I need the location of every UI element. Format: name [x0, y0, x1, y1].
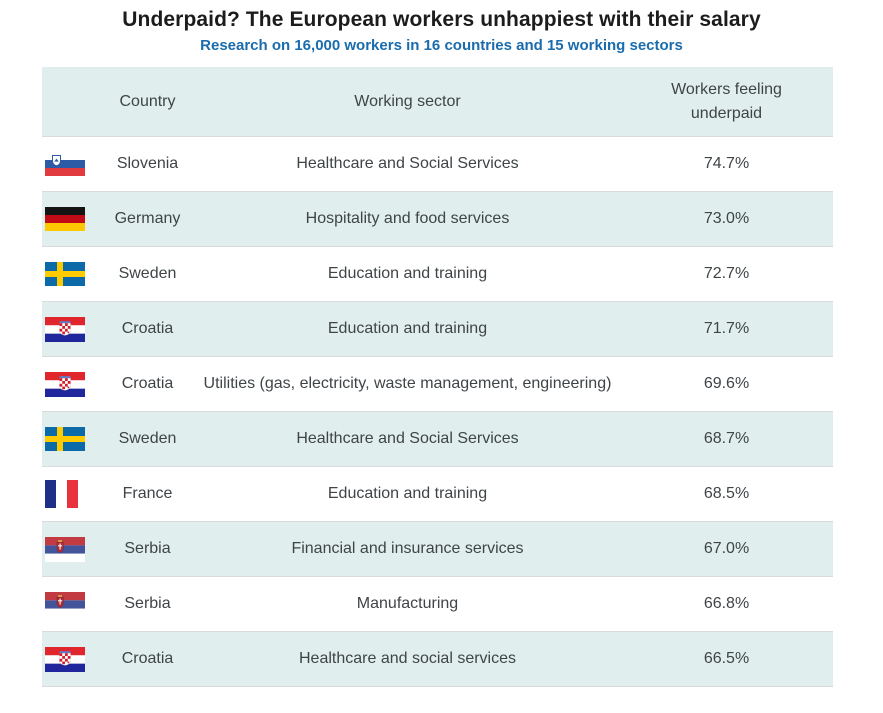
croatia-flag-icon [42, 316, 100, 342]
country-cell: Croatia [121, 375, 174, 392]
table-body: Slovenia Healthcare and Social Services 74… [42, 137, 833, 687]
sweden-flag-icon [42, 262, 100, 286]
table-row: Serbia Manufacturing 66.8% [42, 577, 833, 632]
percent-cell: 66.8% [703, 595, 750, 612]
underpaid-table: Country Working sector Workers feeling u… [42, 67, 833, 687]
country-cell: Sweden [118, 265, 177, 282]
working-sector-cell: Healthcare and Social Services [296, 155, 519, 172]
country-cell: Germany [114, 210, 181, 227]
country-cell: Croatia [121, 320, 174, 337]
slovenia-flag-icon [42, 152, 100, 176]
table-header-row: Country Working sector Workers feeling u… [42, 67, 833, 137]
working-sector-cell: Healthcare and Social Services [296, 430, 519, 447]
germany-flag-icon [42, 207, 100, 231]
working-sector-cell: Healthcare and social services [299, 650, 516, 667]
france-flag-icon [42, 480, 100, 508]
table-row: Croatia Education and training 71.7% [42, 302, 833, 357]
croatia-flag-icon [42, 371, 100, 397]
country-cell: Serbia [124, 595, 171, 612]
column-header-country: Country [119, 92, 176, 110]
flag-column-spacer [42, 92, 100, 112]
country-cell: Croatia [121, 650, 174, 667]
percent-cell: 74.7% [703, 155, 750, 172]
percent-cell: 66.5% [703, 650, 750, 667]
serbia-flag-icon [42, 591, 100, 617]
country-cell: Serbia [124, 540, 171, 557]
serbia-flag-icon [42, 536, 100, 562]
percent-cell: 67.0% [703, 540, 750, 557]
percent-cell: 68.7% [703, 430, 750, 447]
percent-cell: 69.6% [703, 375, 750, 392]
page-title: Underpaid? The European workers unhappie… [122, 8, 761, 31]
croatia-flag-icon [42, 646, 100, 672]
percent-cell: 73.0% [703, 210, 750, 227]
country-cell: Sweden [118, 430, 177, 447]
sweden-flag-icon [42, 427, 100, 451]
country-cell: France [122, 485, 173, 502]
percent-cell: 68.5% [703, 485, 750, 502]
table-row: Croatia Utilities (gas, electricity, wast… [42, 357, 833, 412]
column-header-working-sector: Working sector [354, 92, 461, 110]
percent-cell: 71.7% [703, 320, 750, 337]
working-sector-cell: Education and training [327, 320, 488, 337]
column-header-workers-feeling-underpaid: Workers feeling underpaid [671, 80, 782, 122]
table-row: France Education and training 68.5% [42, 467, 833, 522]
table-row: Croatia Healthcare and social services 66.… [42, 632, 833, 687]
country-cell: Slovenia [116, 155, 179, 172]
working-sector-cell: Education and training [327, 485, 488, 502]
working-sector-cell: Hospitality and food services [305, 210, 510, 227]
page-subtitle: Research on 16,000 workers in 16 countri… [200, 37, 683, 54]
table-row: Sweden Education and training 72.7% [42, 247, 833, 302]
table-row: Serbia Financial and insurance services 67… [42, 522, 833, 577]
working-sector-cell: Financial and insurance services [291, 540, 524, 557]
working-sector-cell: Utilities (gas, electricity, waste manag… [203, 375, 612, 392]
table-row: Sweden Healthcare and Social Services 68.7… [42, 412, 833, 467]
working-sector-cell: Manufacturing [356, 595, 459, 612]
table-row: Slovenia Healthcare and Social Services 74… [42, 137, 833, 192]
table-row: Germany Hospitality and food services 73.0… [42, 192, 833, 247]
working-sector-cell: Education and training [327, 265, 488, 282]
percent-cell: 72.7% [703, 265, 750, 282]
